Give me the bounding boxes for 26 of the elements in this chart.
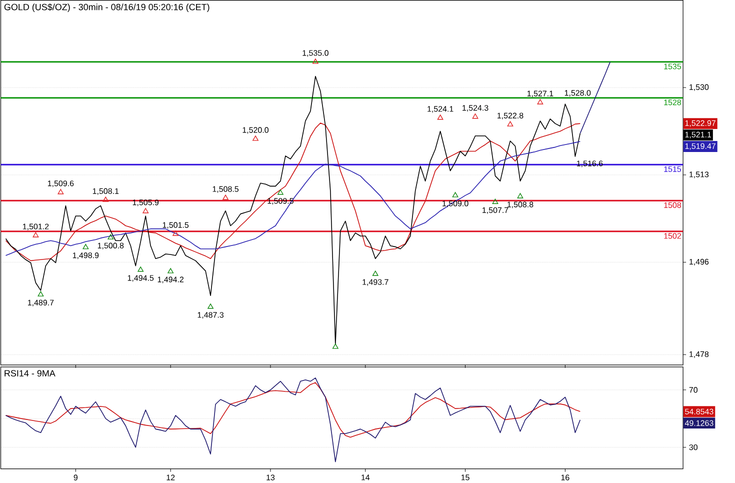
point (517, 193, 524, 198)
point (372, 270, 378, 276)
point (82, 244, 89, 250)
point (437, 114, 444, 120)
point (332, 344, 338, 349)
point (472, 114, 478, 119)
point (108, 234, 114, 240)
point (537, 99, 544, 104)
point (507, 121, 514, 126)
point (278, 190, 284, 195)
point (312, 58, 318, 64)
point (138, 266, 144, 272)
point (32, 232, 39, 238)
point (452, 192, 458, 198)
point (208, 304, 214, 309)
point (142, 208, 149, 214)
point (58, 189, 64, 194)
point (168, 268, 174, 274)
point (172, 230, 179, 236)
point (492, 198, 498, 204)
point (222, 194, 228, 200)
point (102, 196, 109, 202)
point (38, 291, 44, 296)
chart-title: GOLD (US$/OZ) - 30min - 08/16/19 05:20:16 (CET) (4, 3, 210, 12)
point (252, 136, 258, 141)
chart-title: RSI14 - 9MA (4, 370, 56, 376)
